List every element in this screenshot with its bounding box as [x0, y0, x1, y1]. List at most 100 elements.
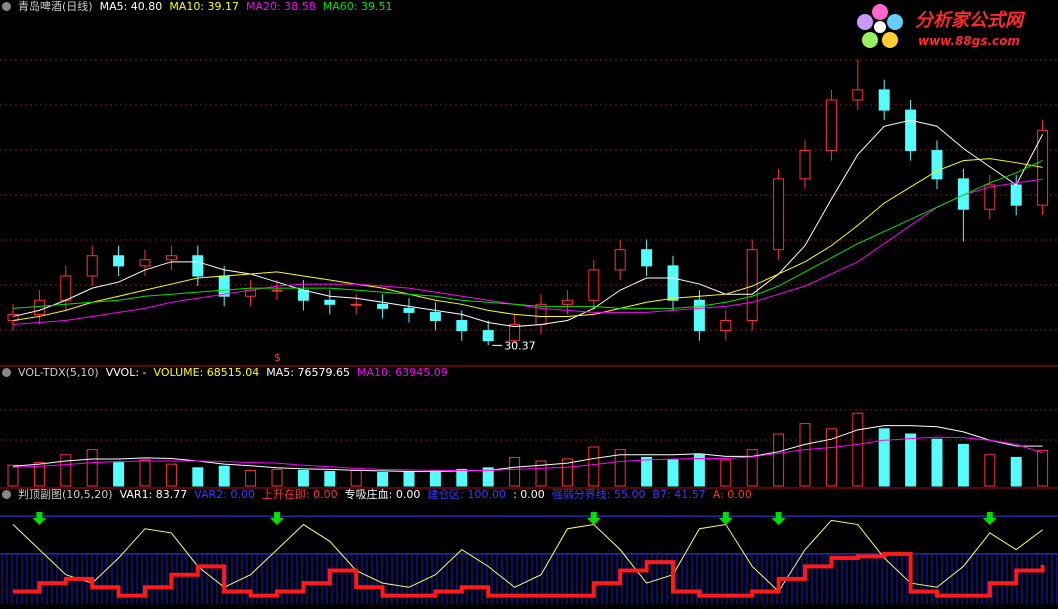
candle-body [350, 303, 362, 306]
step-line [13, 551, 1045, 598]
candle-body [720, 319, 732, 332]
candle-body [113, 255, 125, 267]
volume-bar [1037, 449, 1049, 487]
logo-title: 分析家公式网 [915, 10, 1023, 31]
volume-bar [957, 443, 969, 487]
legend-entry: MA10: 39.17 [169, 0, 240, 13]
candle-body [773, 178, 785, 251]
volume-bar [905, 433, 917, 487]
volume-bar [641, 456, 653, 487]
candle-body [878, 89, 890, 111]
legend-entry: VAR1: 83.77 [119, 488, 188, 501]
volume-bar [377, 471, 389, 487]
signal-arrow [771, 512, 786, 525]
panel-menu[interactable] [2, 2, 11, 11]
candle-body [403, 307, 415, 313]
signal-arrow [270, 512, 284, 525]
signal-arrow [982, 512, 997, 525]
volume-bar [482, 467, 494, 487]
annotation: 30.37 [504, 339, 536, 352]
volume-bar [165, 463, 177, 487]
logo-flower [857, 4, 903, 48]
panel-menu[interactable] [2, 490, 11, 499]
legend-entry: 强弱分界线: 55.00 [551, 488, 646, 501]
candle-body [852, 89, 864, 101]
legend-entry: VVOL: - [105, 366, 147, 379]
volume-bar [7, 464, 19, 487]
candle-body [905, 109, 917, 152]
legend-entry: 专吸庄血: 0.00 [344, 488, 421, 501]
candle-body [931, 150, 943, 180]
candle-body [561, 299, 573, 305]
candle-body [139, 259, 151, 267]
panel-title: 判顶副图(10,5,20) [18, 488, 113, 501]
volume-bar [509, 456, 521, 487]
legend-entry: MA10: 63945.09 [356, 366, 448, 379]
candle-body [825, 99, 837, 152]
indicator-header: 判顶副图(10,5,20) VAR1: 83.77 VAR2: 0.00 上升在即: … [0, 488, 752, 502]
volume-bar [429, 469, 441, 487]
candle-body [377, 303, 389, 309]
volume-bar [799, 423, 811, 487]
legend-entry: B7: 41.57 [652, 488, 706, 501]
volume-bar [878, 428, 890, 487]
candle-body [641, 249, 653, 267]
logo-url: www.88gs.com [918, 34, 1020, 48]
candle-body [482, 330, 494, 342]
candle-body [429, 311, 441, 321]
indicator-line [12, 158, 1043, 321]
candle-body [165, 255, 177, 261]
indicator-line [12, 178, 1043, 326]
candle-body [984, 184, 996, 210]
volume-bar [535, 460, 547, 487]
volume-header: VOL-TDX(5,10) VVOL: - VOLUME: 68515.04 MA5:… [0, 366, 448, 380]
candle-body [33, 299, 45, 315]
volume-bar [271, 468, 283, 487]
signal-arrow [718, 512, 733, 525]
candle-body [746, 249, 758, 321]
volume-bar [984, 454, 996, 487]
candle-body [192, 255, 204, 277]
volume-bar [693, 454, 705, 487]
legend-entry: VAR2: 0.00 [194, 488, 255, 501]
volume-bar [297, 469, 309, 487]
volume-bar [931, 438, 943, 487]
price-header: 青岛啤酒(日线) MA5: 40.80 MA10: 39.17 MA20: 38.58… [0, 0, 392, 14]
legend-entry: : 0.00 [513, 488, 545, 501]
candle-body [297, 289, 309, 301]
indicator-line [12, 436, 1043, 471]
panel-menu[interactable] [2, 368, 11, 377]
volume-bar [1010, 456, 1022, 487]
volume-bar [720, 459, 732, 487]
candle-body [456, 319, 468, 332]
candle-body [1037, 129, 1049, 206]
candle-body [693, 299, 705, 332]
volume-bar [825, 428, 837, 487]
volume-bar [113, 462, 125, 487]
panel-title: 青岛啤酒(日线) [18, 0, 93, 13]
legend-entry: A: 0.00 [712, 488, 752, 501]
candle-body [667, 265, 679, 301]
legend-entry: VOLUME: 68515.04 [153, 366, 260, 379]
volume-bar [245, 469, 257, 487]
panel-title: VOL-TDX(5,10) [18, 366, 99, 379]
indicator-line [12, 425, 1043, 472]
candle-body [614, 249, 626, 271]
volume-bar [60, 454, 72, 487]
candle-body [799, 150, 811, 180]
candle-body [86, 255, 98, 277]
candle-body [1010, 184, 1022, 206]
legend-entry: MA5: 76579.65 [266, 366, 350, 379]
volume-bar [403, 470, 415, 487]
volume-bar [667, 459, 679, 487]
volume-bar [588, 446, 600, 487]
legend-entry: MA60: 39.51 [322, 0, 393, 13]
volume-bar [773, 433, 785, 487]
volume-bar [218, 465, 230, 487]
volume-bar [139, 459, 151, 487]
volume-bar [614, 449, 626, 487]
volume-bar [456, 468, 468, 487]
candle-body [509, 324, 521, 342]
